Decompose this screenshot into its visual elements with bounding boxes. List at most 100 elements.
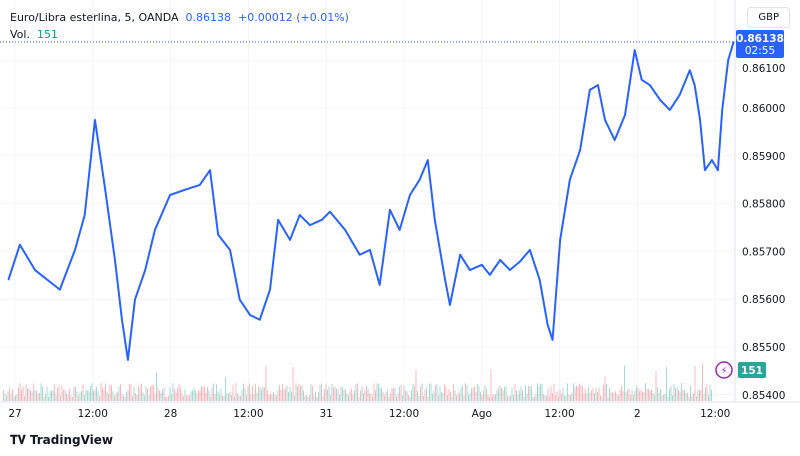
volume-bar (354, 390, 355, 401)
price-point (344, 229, 346, 231)
volume-bar (238, 395, 240, 401)
volume-bar (75, 386, 76, 401)
price-point (449, 304, 451, 306)
volume-bar (432, 393, 433, 401)
price-point (678, 94, 681, 96)
volume-bar (459, 392, 460, 401)
volume-bar (622, 390, 624, 401)
volume-bar (639, 391, 640, 401)
volume-bar (87, 390, 88, 401)
volume-bar (384, 395, 385, 401)
volume-bar (328, 386, 330, 401)
volume-bar (130, 383, 132, 401)
price-point (546, 324, 549, 326)
volume-bar (244, 387, 246, 401)
volume-bar (589, 392, 591, 401)
volume-bar (117, 392, 118, 401)
volume-bar (231, 395, 232, 401)
y-tick-label: 0.85800 (742, 199, 785, 211)
volume-bar (67, 395, 69, 401)
chart-legend: Euro/Libra esterlina, 5, OANDA 0.86138 +… (10, 9, 349, 43)
price-point (613, 139, 616, 141)
volume-bar (544, 395, 546, 401)
price-point (589, 89, 591, 91)
volume-bar (189, 395, 190, 401)
volume-bar (519, 390, 520, 401)
volume-bar (709, 384, 711, 401)
volume-bar (573, 383, 574, 401)
volume-badge (738, 362, 766, 378)
volume-bar (243, 383, 244, 401)
volume-bar (558, 396, 559, 401)
volume-bar (157, 388, 159, 401)
price-point (717, 169, 719, 171)
volume-bar (340, 387, 342, 401)
volume-bar (184, 389, 186, 401)
volume-bar (438, 395, 439, 401)
volume-bar (577, 386, 579, 401)
volume-bar (48, 396, 49, 401)
volume-bar (315, 391, 316, 401)
price-point (104, 188, 107, 191)
volume-bar (78, 395, 79, 401)
volume-bar (112, 391, 114, 401)
volume-bar (535, 393, 537, 401)
volume-bar (666, 367, 667, 401)
volume-bar (468, 394, 469, 401)
volume-bar (565, 395, 567, 401)
volume-bar (69, 388, 70, 401)
volume-bar (373, 383, 375, 401)
volume-bar (408, 395, 409, 401)
volume-bar (307, 396, 309, 401)
volume-bar (27, 388, 28, 401)
volume-bar (633, 395, 634, 401)
price-point (74, 249, 76, 251)
price-point (94, 119, 96, 121)
volume-bar (429, 383, 430, 401)
volume-bar (358, 396, 360, 401)
y-tick-label: 0.85700 (742, 246, 785, 258)
volume-bar (471, 388, 472, 401)
volume-bar (343, 389, 345, 401)
volume-bar (288, 392, 289, 401)
volume-bar (208, 390, 210, 401)
volume-bar (681, 383, 682, 401)
volume-bar (679, 390, 681, 401)
volume-bar (594, 393, 595, 401)
volume-bar (12, 389, 13, 401)
volume-bar (399, 386, 400, 401)
volume-bar (543, 394, 544, 401)
volume-bar (561, 393, 562, 401)
volume-bar (55, 394, 57, 401)
volume-bar (600, 395, 601, 401)
volume-bar (64, 390, 66, 401)
volume-bar (513, 395, 514, 401)
price-point (579, 149, 581, 151)
volume-bar (556, 391, 558, 401)
volume-bar (472, 387, 474, 401)
volume-bar (163, 387, 165, 401)
volume-bar (274, 394, 276, 401)
volume-bar (682, 389, 684, 401)
volume-bar (613, 393, 615, 401)
volume-bar (603, 384, 604, 401)
volume-bar (150, 386, 151, 401)
volume-bar (460, 387, 462, 401)
volume-bar (423, 396, 424, 401)
volume-bar (283, 390, 285, 401)
currency-button[interactable]: GBP (747, 7, 790, 28)
volume-bar (118, 386, 120, 401)
volume-bar (631, 389, 633, 401)
volume-bar (394, 388, 396, 401)
volume-bar (370, 393, 372, 401)
price-point (469, 269, 471, 271)
y-tick-label: 0.85400 (742, 390, 785, 402)
volume-bar (252, 385, 253, 401)
volume-bar (19, 383, 21, 401)
volume-bar (490, 369, 492, 401)
volume-bar (538, 386, 540, 401)
lightning-icon[interactable] (715, 361, 733, 379)
volume-bar (18, 387, 19, 401)
tradingview-logo[interactable]: 𝐓𝐕 TradingView (10, 433, 113, 448)
